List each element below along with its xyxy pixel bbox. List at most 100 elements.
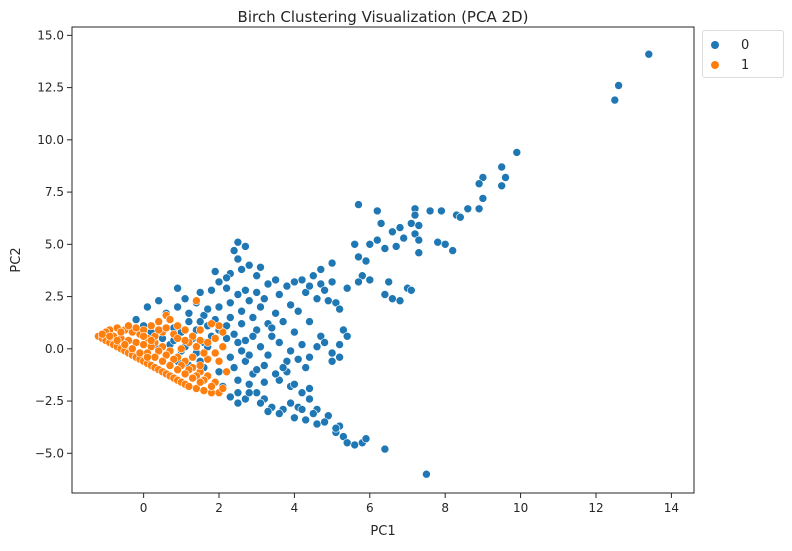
- legend: 0 1: [702, 30, 784, 78]
- point-series-1-89: [195, 377, 205, 387]
- point-series-0-216: [263, 350, 273, 360]
- y-tick-label: 0.0: [45, 342, 64, 356]
- point-series-0-21: [414, 235, 424, 245]
- point-series-0-132: [274, 290, 284, 299]
- y-tick-label: 15.0: [37, 28, 64, 42]
- point-series-0-181: [297, 405, 307, 414]
- point-series-1-111: [154, 325, 163, 335]
- point-series-0-58: [323, 296, 333, 306]
- point-series-0-35: [365, 240, 375, 249]
- point-series-0-110: [184, 317, 194, 326]
- point-series-1-113: [116, 327, 126, 337]
- point-series-0-30: [372, 235, 382, 245]
- points-layer: [94, 49, 654, 479]
- point-series-0-26: [376, 219, 386, 228]
- point-series-0-184: [331, 423, 341, 433]
- point-series-0-2: [610, 95, 620, 105]
- point-series-1-96: [97, 329, 107, 339]
- x-tick-label: 4: [291, 501, 299, 515]
- point-series-0-126: [229, 246, 239, 255]
- point-series-0-43: [388, 294, 397, 304]
- x-tick-label: 2: [215, 501, 223, 515]
- point-series-0-210: [210, 267, 220, 276]
- y-tick-label: 7.5: [45, 185, 64, 199]
- point-series-0-48: [327, 258, 337, 268]
- point-series-0-100: [233, 375, 243, 385]
- point-series-0-131: [263, 279, 273, 289]
- point-series-1-63: [165, 315, 175, 324]
- point-series-0-140: [222, 334, 231, 343]
- legend-item-1: 1: [711, 56, 749, 74]
- point-series-0-134: [293, 306, 303, 316]
- point-series-0-165: [203, 304, 212, 314]
- legend-item-0: 0: [711, 36, 749, 54]
- x-axis: 0 2 4 6 8 10 12 14: [140, 493, 679, 515]
- point-series-0-159: [173, 302, 182, 312]
- point-series-0-31: [414, 248, 424, 257]
- point-series-0-51: [316, 279, 326, 289]
- point-series-1-91: [203, 354, 212, 364]
- point-series-0-65: [335, 352, 344, 362]
- point-series-0-219: [305, 384, 314, 393]
- point-series-0-49: [316, 265, 326, 274]
- point-series-0-84: [361, 434, 371, 444]
- point-series-0-161: [173, 283, 182, 293]
- point-series-1-93: [218, 342, 228, 352]
- point-series-1-98: [112, 336, 122, 345]
- point-series-0-160: [180, 294, 190, 304]
- point-series-0-207: [305, 352, 314, 362]
- point-series-0-50: [308, 271, 318, 281]
- y-tick-label: 12.5: [37, 81, 64, 95]
- point-series-0-205: [305, 317, 314, 326]
- point-series-1-53: [161, 350, 171, 360]
- point-series-0-55: [290, 277, 299, 287]
- point-series-0-177: [256, 398, 265, 408]
- point-series-1-84: [158, 356, 167, 366]
- point-series-0-97: [233, 388, 243, 398]
- point-series-0-42: [380, 290, 390, 299]
- point-series-0-127: [233, 237, 243, 247]
- point-series-0-88: [312, 419, 322, 429]
- point-series-0-27: [354, 200, 363, 209]
- point-series-0-19: [414, 221, 424, 230]
- point-series-0-157: [154, 296, 163, 306]
- point-series-0-203: [305, 281, 314, 291]
- point-series-0-102: [259, 361, 269, 370]
- point-series-0-74: [274, 375, 284, 385]
- point-series-1-105: [192, 342, 201, 352]
- point-series-0-147: [214, 367, 224, 377]
- point-series-0-186: [252, 365, 262, 375]
- y-axis: −5.0 −2.5 0.0 2.5 5.0 7.5 10.0 12.5 15.0: [35, 28, 72, 460]
- point-series-0-5: [501, 173, 510, 182]
- point-series-0-22: [395, 223, 405, 232]
- point-series-0-23: [399, 233, 409, 243]
- point-series-0-37: [361, 256, 371, 266]
- point-series-0-213: [226, 298, 235, 308]
- y-tick-label: −2.5: [35, 394, 64, 408]
- point-series-0-171: [282, 356, 292, 366]
- point-series-0-7: [497, 181, 507, 191]
- point-series-1-106: [199, 348, 209, 358]
- point-series-1-95: [173, 334, 182, 343]
- point-series-0-104: [226, 352, 235, 362]
- point-series-1-60: [146, 321, 156, 331]
- point-series-0-14: [437, 206, 446, 216]
- point-series-0-204: [320, 285, 329, 295]
- point-series-0-169: [267, 323, 277, 333]
- point-series-0-63: [335, 340, 344, 349]
- point-series-0-166: [237, 306, 246, 316]
- point-series-0-178: [263, 407, 273, 416]
- point-series-0-163: [195, 288, 205, 297]
- point-series-0-46: [406, 285, 416, 295]
- point-series-0-95: [252, 388, 262, 398]
- point-series-1-59: [207, 382, 216, 391]
- point-series-0-168: [259, 294, 269, 304]
- point-series-1-61: [154, 317, 163, 326]
- point-series-0-170: [274, 338, 284, 347]
- point-series-0-182: [308, 409, 318, 418]
- point-series-1-81: [124, 321, 133, 331]
- point-series-1-110: [180, 336, 190, 345]
- point-series-0-167: [248, 313, 258, 322]
